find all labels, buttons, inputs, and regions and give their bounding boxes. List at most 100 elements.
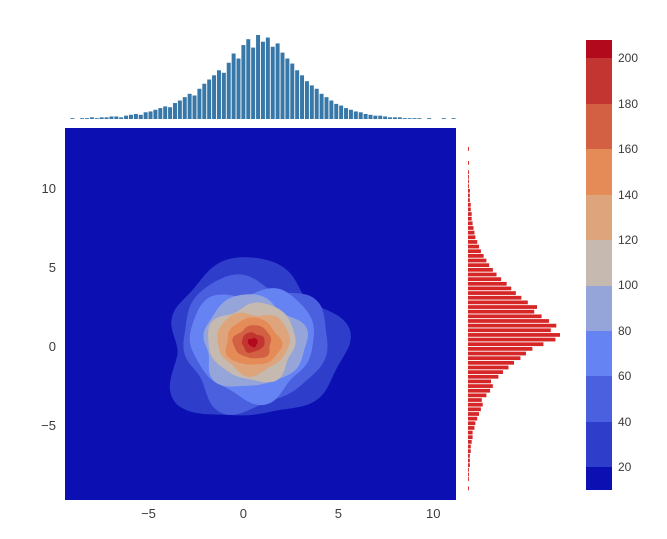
x-hist-bar bbox=[192, 95, 197, 119]
y-tick-label: −5 bbox=[41, 417, 56, 433]
colorbar-tick-label: 160 bbox=[618, 142, 639, 157]
y-hist-bar bbox=[468, 412, 480, 416]
x-hist-bar bbox=[397, 117, 402, 119]
x-hist-bar bbox=[290, 63, 295, 119]
x-hist-bar bbox=[85, 118, 89, 119]
y-hist-bar bbox=[468, 184, 469, 188]
y-hist-bar bbox=[468, 221, 473, 226]
x-hist-bar bbox=[319, 93, 324, 119]
x-tick-label: 5 bbox=[334, 506, 342, 521]
x-hist-bar bbox=[138, 114, 143, 119]
x-hist-bar bbox=[324, 97, 329, 119]
x-hist-bar bbox=[133, 113, 138, 119]
colorbar-tick-label: 140 bbox=[618, 187, 639, 202]
x-hist-bar bbox=[172, 103, 177, 119]
y-hist-bar bbox=[468, 235, 476, 240]
x-hist-bar bbox=[314, 88, 319, 119]
y-hist-bar bbox=[468, 319, 549, 323]
y-hist-bar bbox=[468, 342, 544, 347]
y-hist-bar bbox=[468, 147, 469, 151]
x-hist-bar bbox=[114, 116, 119, 119]
x-hist-bar bbox=[275, 43, 280, 119]
x-hist-bar bbox=[207, 79, 212, 119]
x-hist-bar bbox=[353, 111, 358, 119]
y-hist-bar bbox=[468, 309, 535, 314]
x-tick-label: 0 bbox=[239, 506, 248, 521]
x-hist-bar bbox=[80, 118, 85, 119]
y-hist-bar bbox=[468, 174, 469, 179]
y-hist-bar bbox=[468, 267, 493, 272]
y-hist-bar bbox=[468, 360, 514, 365]
x-hist-bar bbox=[158, 108, 163, 119]
x-hist-bar bbox=[260, 41, 265, 119]
colorbar-band bbox=[586, 376, 612, 422]
y-hist-bar bbox=[468, 449, 471, 454]
y-tick-label: 10 bbox=[41, 181, 56, 197]
colorbar-band bbox=[586, 103, 612, 150]
colorbar-band bbox=[586, 285, 612, 331]
colorbar-band bbox=[586, 330, 612, 377]
colorbar-tick-label: 200 bbox=[618, 51, 639, 66]
y-hist-bar bbox=[468, 472, 469, 477]
colorbar-tick-label: 20 bbox=[618, 460, 632, 475]
y-hist-bar bbox=[468, 216, 472, 221]
x-hist-bar bbox=[285, 58, 290, 119]
x-hist-bar bbox=[358, 112, 363, 119]
y-hist-bar bbox=[468, 193, 470, 198]
x-hist-bar bbox=[202, 83, 207, 119]
x-hist-bar bbox=[402, 118, 407, 119]
contour-plot-area[interactable] bbox=[65, 128, 456, 500]
y-hist-bar bbox=[468, 230, 475, 235]
x-hist-bar bbox=[383, 116, 388, 119]
x-marginal-histogram[interactable] bbox=[65, 8, 456, 119]
y-hist-bar bbox=[468, 272, 497, 277]
x-hist-bar bbox=[251, 47, 256, 119]
y-hist-bar bbox=[468, 207, 471, 212]
y-hist-bar bbox=[468, 351, 526, 356]
y-tick-label: 5 bbox=[48, 260, 56, 276]
x-hist-bar bbox=[109, 116, 114, 119]
x-hist-bar bbox=[231, 53, 236, 119]
y-hist-bar bbox=[468, 374, 499, 379]
y-hist-bar bbox=[468, 365, 509, 370]
y-hist-bar bbox=[468, 226, 474, 230]
y-hist-bar bbox=[468, 161, 469, 165]
x-hist-bar bbox=[334, 103, 339, 119]
y-hist-bar bbox=[468, 337, 556, 342]
x-hist-bar bbox=[143, 112, 148, 119]
y-hist-bar bbox=[468, 277, 502, 281]
x-hist-bar bbox=[128, 114, 133, 119]
x-hist-bar bbox=[309, 85, 314, 119]
y-hist-bar bbox=[468, 416, 478, 421]
x-hist-bar bbox=[197, 88, 202, 119]
x-tick-label: −5 bbox=[141, 506, 156, 521]
x-hist-bar bbox=[256, 35, 261, 119]
y-hist-bar bbox=[468, 263, 490, 268]
y-hist-bar bbox=[468, 323, 557, 328]
x-hist-bar bbox=[329, 100, 334, 119]
y-hist-bar bbox=[468, 254, 484, 258]
x-hist-bar bbox=[451, 118, 456, 119]
x-hist-bar bbox=[89, 117, 94, 119]
y-hist-bar bbox=[468, 407, 481, 412]
x-hist-bar bbox=[339, 105, 344, 119]
y-hist-bar bbox=[468, 430, 473, 435]
colorbar-band bbox=[586, 421, 612, 468]
colorbar-band bbox=[586, 467, 612, 490]
y-hist-bar bbox=[468, 240, 478, 244]
y-hist-bar bbox=[468, 347, 533, 351]
y-hist-bar bbox=[468, 393, 487, 398]
y-hist-bar bbox=[468, 281, 507, 286]
x-hist-bar bbox=[295, 70, 300, 119]
x-hist-bar bbox=[427, 118, 432, 119]
colorbar-band bbox=[586, 58, 612, 104]
x-hist-bar bbox=[412, 118, 417, 119]
colorbar-tick-label: 100 bbox=[618, 278, 639, 293]
y-hist-bar bbox=[468, 467, 469, 472]
x-hist-bar bbox=[441, 118, 446, 119]
y-hist-bar bbox=[468, 440, 472, 444]
y-marginal-histogram[interactable] bbox=[468, 128, 566, 500]
x-hist-bar bbox=[94, 118, 99, 119]
y-hist-bar bbox=[468, 333, 560, 337]
